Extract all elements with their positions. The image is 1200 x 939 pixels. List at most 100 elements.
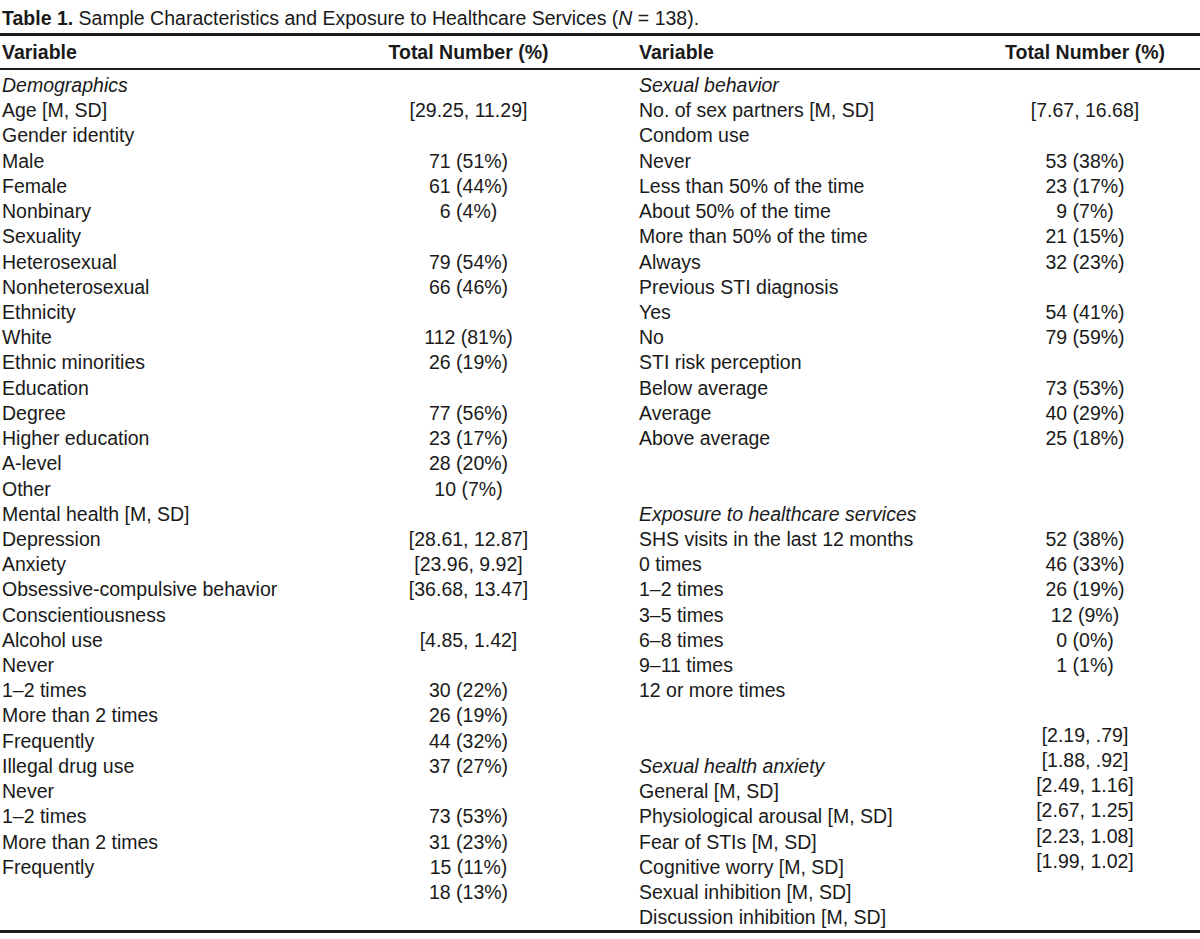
table-row: STI risk perception xyxy=(637,350,1185,375)
table-row: Sexual behavior xyxy=(637,73,1185,98)
table-row: More than 2 times26 (19%) xyxy=(0,703,570,728)
table-row: Cognitive worry [M, SD][1.99, 1.02] xyxy=(637,855,1185,880)
row-label: Sexual inhibition [M, SD] xyxy=(637,880,985,905)
row-label: 9–11 times xyxy=(637,653,985,678)
caption-end: = 138). xyxy=(632,7,699,29)
table-row: A-level28 (20%) xyxy=(0,451,570,476)
row-label: About 50% of the time xyxy=(637,199,985,224)
table-row xyxy=(637,451,1185,476)
row-value: 25 (18%) xyxy=(985,426,1185,451)
row-value: 44 (32%) xyxy=(367,729,570,754)
table-page: Table 1. Sample Characteristics and Expo… xyxy=(0,0,1200,939)
table-row: Exposure to healthcare services xyxy=(637,502,1185,527)
row-label: Previous STI diagnosis xyxy=(637,275,985,300)
row-label: STI risk perception xyxy=(637,350,985,375)
row-label: A-level xyxy=(0,451,367,476)
row-label: Physiological arousal [M, SD] xyxy=(637,804,985,829)
row-label: No. of sex partners [M, SD] xyxy=(637,98,985,123)
row-value: [2.19, .79] xyxy=(985,723,1185,748)
row-label: Female xyxy=(0,174,367,199)
row-label: SHS visits in the last 12 months xyxy=(637,527,985,552)
row-label: Heterosexual xyxy=(0,250,367,275)
table-number: Table 1. xyxy=(2,7,73,29)
row-value: [2.67, 1.25] xyxy=(985,798,1185,823)
table-header-row: Variable Total Number (%) Variable Total… xyxy=(0,36,1200,70)
row-value: 73 (53%) xyxy=(367,804,570,829)
row-value: 23 (17%) xyxy=(985,174,1185,199)
table-row: More than 50% of the time21 (15%) xyxy=(637,224,1185,249)
row-value: 10 (7%) xyxy=(367,477,570,502)
row-label: More than 2 times xyxy=(0,703,367,728)
row-label: Nonbinary xyxy=(0,199,367,224)
row-label: Degree xyxy=(0,401,367,426)
row-value: [23.96, 9.92] xyxy=(367,552,570,577)
table-row: Mental health [M, SD] xyxy=(0,502,570,527)
table-caption: Sample Characteristics and Exposure to H… xyxy=(73,7,618,29)
table-row: Sexuality xyxy=(0,224,570,249)
row-label: Less than 50% of the time xyxy=(637,174,985,199)
row-value: 21 (15%) xyxy=(985,224,1185,249)
row-label: Fear of STIs [M, SD] xyxy=(637,830,985,855)
row-label: Male xyxy=(0,149,367,174)
table-body: DemographicsAge [M, SD][29.25, 11.29]Gen… xyxy=(0,70,1200,933)
row-value: 6 (4%) xyxy=(367,199,570,224)
column-gap xyxy=(570,73,637,930)
table-row: Ethnicity xyxy=(0,300,570,325)
row-label: Cognitive worry [M, SD] xyxy=(637,855,985,880)
row-label: Above average xyxy=(637,426,985,451)
row-value: [1.99, 1.02] xyxy=(985,849,1185,874)
table-row: Nonheterosexual66 (46%) xyxy=(0,275,570,300)
row-value: 15 (11%) xyxy=(367,855,570,880)
table-row: About 50% of the time9 (7%) xyxy=(637,199,1185,224)
table-row: Female61 (44%) xyxy=(0,174,570,199)
row-label: Yes xyxy=(637,300,985,325)
table-row: 9–11 times1 (1%) xyxy=(637,653,1185,678)
row-label: 1–2 times xyxy=(0,804,367,829)
table-row: 0 times46 (33%) xyxy=(637,552,1185,577)
row-value: 26 (19%) xyxy=(367,350,570,375)
row-value: 66 (46%) xyxy=(367,275,570,300)
table-row: Illegal drug use37 (27%) xyxy=(0,754,570,779)
row-value: [36.68, 13.47] xyxy=(367,577,570,602)
row-value: 26 (19%) xyxy=(367,703,570,728)
row-value: 26 (19%) xyxy=(985,577,1185,602)
row-label: 3–5 times xyxy=(637,603,985,628)
row-value: 0 (0%) xyxy=(985,628,1185,653)
row-label: More than 2 times xyxy=(0,830,367,855)
row-label: Ethnic minorities xyxy=(0,350,367,375)
table-row: Male71 (51%) xyxy=(0,149,570,174)
table-row: 1–2 times26 (19%) xyxy=(637,577,1185,602)
table-row: Education xyxy=(0,376,570,401)
row-label: Mental health [M, SD] xyxy=(0,502,367,527)
left-column: DemographicsAge [M, SD][29.25, 11.29]Gen… xyxy=(0,73,570,930)
row-value: [4.85, 1.42] xyxy=(367,628,570,653)
table-row: No79 (59%) xyxy=(637,325,1185,350)
table-row: Frequently44 (32%) xyxy=(0,729,570,754)
row-label: No xyxy=(637,325,985,350)
row-label: Never xyxy=(0,779,367,804)
table-row: Alcohol use[4.85, 1.42] xyxy=(0,628,570,653)
row-value: 71 (51%) xyxy=(367,149,570,174)
row-value: 54 (41%) xyxy=(985,300,1185,325)
table-row: Obsessive-compulsive behavior[36.68, 13.… xyxy=(0,577,570,602)
row-label: Sexual behavior xyxy=(637,73,985,98)
row-label: Ethnicity xyxy=(0,300,367,325)
table-row: 6–8 times0 (0%) xyxy=(637,628,1185,653)
row-label: Average xyxy=(637,401,985,426)
row-label: White xyxy=(0,325,367,350)
row-label: Other xyxy=(0,477,367,502)
table-row: 1–2 times30 (22%) xyxy=(0,678,570,703)
table-row: Heterosexual79 (54%) xyxy=(0,250,570,275)
table-row: Depression[28.61, 12.87] xyxy=(0,527,570,552)
row-value: 30 (22%) xyxy=(367,678,570,703)
row-value: 31 (23%) xyxy=(367,830,570,855)
row-label: General [M, SD] xyxy=(637,779,985,804)
table-row: More than 2 times31 (23%) xyxy=(0,830,570,855)
row-label: Obsessive-compulsive behavior xyxy=(0,577,367,602)
row-label: Exposure to healthcare services xyxy=(637,502,985,527)
row-label: Always xyxy=(637,250,985,275)
table-row: 1–2 times73 (53%) xyxy=(0,804,570,829)
table-row: Degree77 (56%) xyxy=(0,401,570,426)
table-row: Frequently15 (11%) xyxy=(0,855,570,880)
row-value: 73 (53%) xyxy=(985,376,1185,401)
